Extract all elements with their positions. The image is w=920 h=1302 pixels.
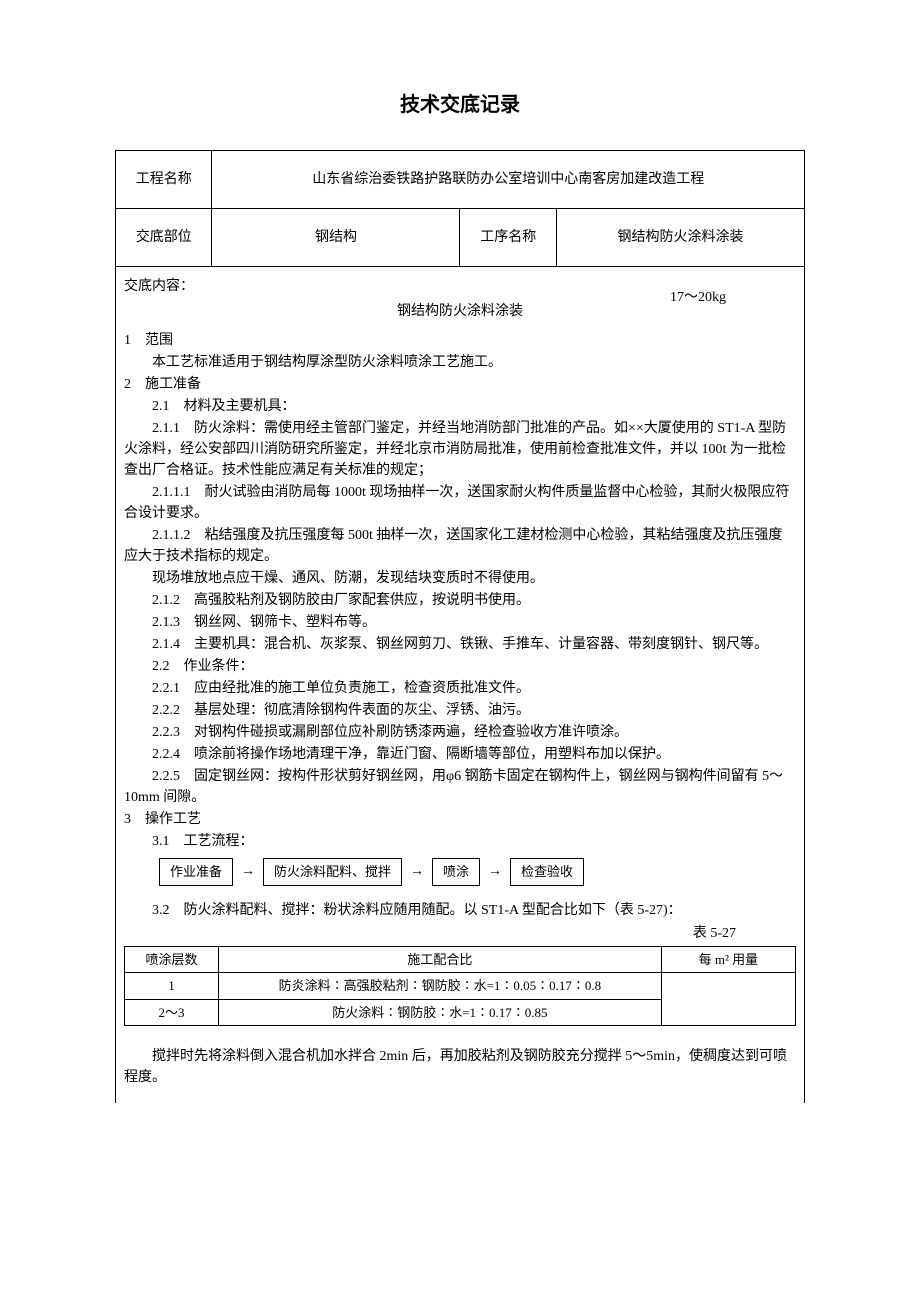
section-2-2: 2.2 作业条件： bbox=[124, 656, 796, 677]
process-name-value: 钢结构防火涂料涂装 bbox=[556, 209, 804, 267]
section-2-1: 2.1 材料及主要机具： bbox=[124, 396, 796, 417]
ratio-table-header-2: 施工配合比 bbox=[218, 946, 661, 973]
project-name-label: 工程名称 bbox=[116, 151, 212, 209]
section-1-para: 本工艺标准适用于钢结构厚涂型防火涂料喷涂工艺施工。 bbox=[124, 352, 796, 373]
flow-step-1: 作业准备 bbox=[159, 858, 233, 886]
section-2-1-2: 2.1.2 高强胶粘剂及钢防胶由厂家配套供应，按说明书使用。 bbox=[124, 590, 796, 611]
ratio-table-r1c1: 1 bbox=[125, 973, 219, 1000]
table-5-27-label: 表 5-27 bbox=[124, 923, 796, 944]
ratio-table-r1c3 bbox=[661, 973, 795, 1026]
flow-arrow: → bbox=[239, 861, 257, 882]
disclosure-part-label: 交底部位 bbox=[116, 209, 212, 267]
ratio-table-header-3: 每 m² 用量 bbox=[661, 946, 795, 973]
ratio-table-r2c1: 2～3 bbox=[125, 999, 219, 1026]
ratio-table-r1c2: 防炎涂料∶高强胶粘剂∶钢防胶∶水=1∶0.05∶0.17∶0.8 bbox=[218, 973, 661, 1000]
process-flow: 作业准备 → 防火涂料配料、搅拌 → 喷涂 → 检查验收 bbox=[159, 858, 796, 886]
section-2-1-1-3: 现场堆放地点应干燥、通风、防潮，发现结块变质时不得使用。 bbox=[124, 568, 796, 589]
ratio-table-r2c2: 防火涂料∶钢防胶∶水=1∶0.17∶0.85 bbox=[218, 999, 661, 1026]
section-3-title: 3 操作工艺 bbox=[124, 809, 796, 830]
section-2-2-4: 2.2.4 喷涂前将操作场地清理干净，靠近门窗、隔断墙等部位，用塑料布加以保护。 bbox=[124, 744, 796, 765]
section-3-1: 3.1 工艺流程： bbox=[124, 831, 796, 852]
section-2-2-5: 2.2.5 固定钢丝网：按构件形状剪好钢丝网，用φ6 钢筋卡固定在钢构件上，钢丝… bbox=[124, 766, 796, 808]
section-2-1-1-1: 2.1.1.1 耐火试验由消防局每 1000t 现场抽样一次，送国家耐火构件质量… bbox=[124, 482, 796, 524]
section-2-2-3: 2.2.3 对钢构件碰损或漏刷部位应补刷防锈漆两遍，经检查验收方准许喷涂。 bbox=[124, 722, 796, 743]
content-subtitle: 钢结构防火涂料涂装 bbox=[397, 301, 523, 322]
section-3-2: 3.2 防火涂料配料、搅拌：粉状涂料应随用随配。以 ST1-A 型配合比如下（表… bbox=[124, 900, 796, 921]
header-table: 工程名称 山东省综治委铁路护路联防办公室培训中心南客房加建改造工程 交底部位 钢… bbox=[115, 150, 805, 267]
disclosure-part-value: 钢结构 bbox=[212, 209, 460, 267]
weight-note: 17～20kg bbox=[670, 287, 726, 308]
document-title: 技术交底记录 bbox=[115, 90, 805, 120]
section-2-2-2: 2.2.2 基层处理：彻底清除钢构件表面的灰尘、浮锈、油污。 bbox=[124, 700, 796, 721]
section-2-1-4: 2.1.4 主要机具：混合机、灰浆泵、钢丝网剪刀、铁锹、手推车、计量容器、带刻度… bbox=[124, 634, 796, 655]
flow-step-2: 防火涂料配料、搅拌 bbox=[263, 858, 402, 886]
section-2-2-1: 2.2.1 应由经批准的施工单位负责施工，检查资质批准文件。 bbox=[124, 678, 796, 699]
section-2-1-3: 2.1.3 钢丝网、钢筛卡、塑料布等。 bbox=[124, 612, 796, 633]
flow-step-4: 检查验收 bbox=[510, 858, 584, 886]
project-name-value: 山东省综治委铁路护路联防办公室培训中心南客房加建改造工程 bbox=[212, 151, 805, 209]
section-2-1-1: 2.1.1 防火涂料：需使用经主管部门鉴定，并经当地消防部门批准的产品。如××大… bbox=[124, 418, 796, 481]
flow-arrow: → bbox=[486, 861, 504, 882]
section-1-title: 1 范围 bbox=[124, 330, 796, 351]
process-name-label: 工序名称 bbox=[460, 209, 556, 267]
ratio-table: 喷涂层数 施工配合比 每 m² 用量 1 防炎涂料∶高强胶粘剂∶钢防胶∶水=1∶… bbox=[124, 946, 796, 1027]
section-3-2-para2: 搅拌时先将涂料倒入混合机加水拌合 2min 后，再加胶粘剂及钢防胶充分搅拌 5～… bbox=[124, 1046, 796, 1088]
content-body: 交底内容： 钢结构防火涂料涂装 17～20kg 1 范围 本工艺标准适用于钢结构… bbox=[115, 267, 805, 1103]
flow-arrow: → bbox=[408, 861, 426, 882]
section-2-1-1-2: 2.1.1.2 粘结强度及抗压强度每 500t 抽样一次，送国家化工建材检测中心… bbox=[124, 525, 796, 567]
flow-step-3: 喷涂 bbox=[432, 858, 480, 886]
section-2-title: 2 施工准备 bbox=[124, 374, 796, 395]
ratio-table-header-1: 喷涂层数 bbox=[125, 946, 219, 973]
